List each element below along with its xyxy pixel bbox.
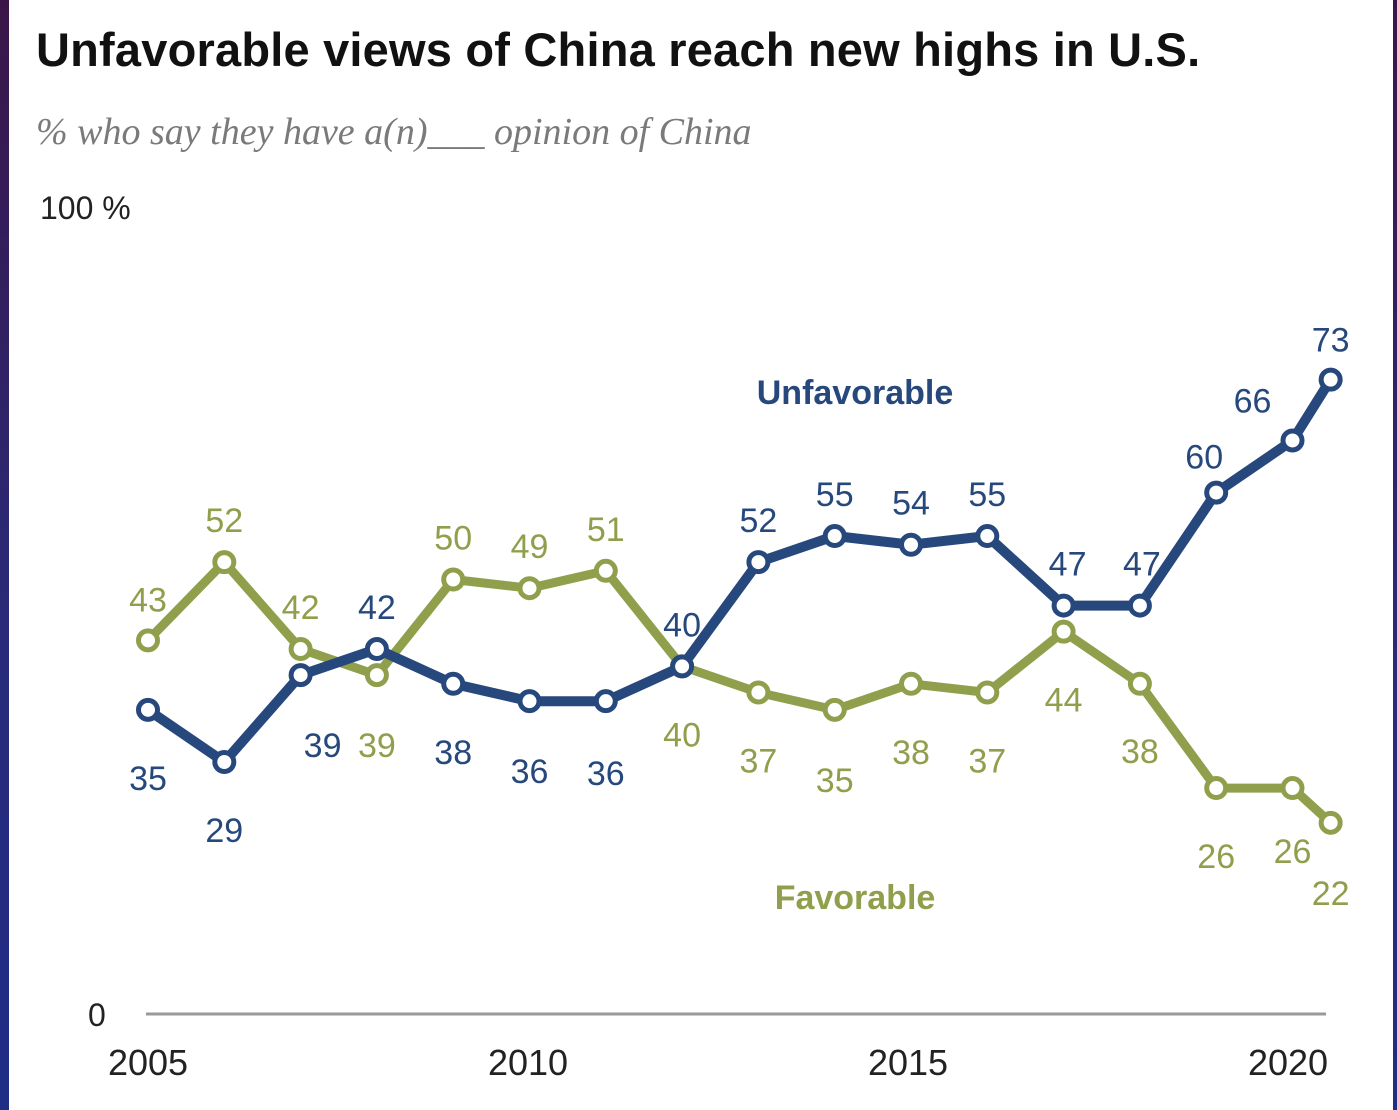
unfavorable-point bbox=[822, 524, 847, 549]
favorable-data-label: 50 bbox=[434, 520, 472, 558]
favorable-point bbox=[1204, 776, 1229, 801]
favorable-point bbox=[1318, 810, 1343, 835]
favorable-point bbox=[212, 550, 237, 575]
unfavorable-point bbox=[1280, 428, 1305, 453]
unfavorable-point bbox=[288, 663, 313, 688]
unfavorable-point bbox=[441, 671, 466, 696]
frame-left-border bbox=[0, 0, 9, 1110]
unfavorable-series bbox=[136, 367, 1343, 774]
favorable-data-label: 22 bbox=[1312, 875, 1350, 913]
x-tick-label: 2020 bbox=[1248, 1042, 1328, 1083]
unfavorable-data-label: 54 bbox=[892, 485, 930, 523]
unfavorable-point bbox=[746, 550, 771, 575]
y-tick-label: 100 % bbox=[40, 190, 131, 226]
favorable-data-label: 35 bbox=[816, 762, 854, 800]
favorable-data-label: 52 bbox=[205, 502, 243, 540]
unfavorable-data-label: 42 bbox=[358, 589, 396, 627]
favorable-point bbox=[593, 558, 618, 583]
favorable-data-label: 43 bbox=[129, 581, 167, 619]
favorable-point bbox=[746, 680, 771, 705]
unfavorable-point bbox=[212, 749, 237, 774]
favorable-point bbox=[136, 628, 160, 653]
chart-title: Unfavorable views of China reach new hig… bbox=[36, 23, 1201, 76]
favorable-point bbox=[899, 671, 923, 696]
unfavorable-data-label: 55 bbox=[816, 476, 854, 514]
unfavorable-data-label: 66 bbox=[1234, 382, 1272, 420]
favorable-data-label: 40 bbox=[663, 716, 701, 754]
favorable-data-label: 37 bbox=[739, 742, 777, 780]
unfavorable-point bbox=[975, 524, 1000, 549]
favorable-point bbox=[364, 663, 389, 688]
unfavorable-point bbox=[1318, 367, 1343, 392]
favorable-series-label: Favorable bbox=[775, 879, 936, 917]
unfavorable-data-label: 29 bbox=[205, 812, 243, 850]
unfavorable-point bbox=[1204, 480, 1229, 505]
favorable-data-label: 49 bbox=[511, 528, 549, 566]
x-tick-label: 2015 bbox=[868, 1042, 948, 1083]
unfavorable-data-label: 36 bbox=[511, 753, 549, 791]
unfavorable-point bbox=[517, 689, 542, 714]
favorable-data-label: 39 bbox=[358, 727, 396, 765]
unfavorable-data-label: 73 bbox=[1312, 322, 1350, 360]
favorable-data-label: 37 bbox=[968, 742, 1006, 780]
unfavorable-series-label: Unfavorable bbox=[757, 374, 954, 412]
unfavorable-data-label: 47 bbox=[1049, 546, 1087, 584]
chart-subtitle: % who say they have a(n)___ opinion of C… bbox=[36, 111, 752, 153]
favorable-point bbox=[288, 637, 313, 662]
x-tick-label: 2005 bbox=[108, 1042, 188, 1083]
unfavorable-point bbox=[364, 637, 389, 662]
x-tick-label: 2010 bbox=[488, 1042, 568, 1083]
unfavorable-data-label: 52 bbox=[739, 502, 777, 540]
unfavorable-point bbox=[1051, 593, 1076, 618]
unfavorable-point bbox=[1127, 593, 1152, 618]
favorable-point bbox=[441, 567, 466, 592]
favorable-point bbox=[1280, 776, 1305, 801]
favorable-data-label: 26 bbox=[1197, 838, 1235, 876]
favorable-line bbox=[143, 557, 1336, 828]
unfavorable-point bbox=[670, 654, 695, 679]
favorable-data-label: 38 bbox=[1121, 733, 1159, 771]
favorable-point bbox=[975, 680, 1000, 705]
favorable-point bbox=[822, 697, 847, 722]
frame-right-border bbox=[1393, 0, 1397, 1110]
favorable-data-label: 42 bbox=[282, 589, 320, 627]
unfavorable-data-label: 60 bbox=[1185, 439, 1223, 477]
unfavorable-point bbox=[593, 689, 618, 714]
unfavorable-data-label: 47 bbox=[1123, 546, 1161, 584]
unfavorable-data-label: 55 bbox=[968, 476, 1006, 514]
favorable-data-label: 26 bbox=[1274, 833, 1312, 871]
unfavorable-data-label: 39 bbox=[304, 727, 342, 765]
unfavorable-data-label: 36 bbox=[587, 755, 625, 793]
unfavorable-data-label: 38 bbox=[434, 734, 472, 772]
favorable-data-label: 38 bbox=[892, 734, 930, 772]
favorable-point bbox=[1051, 619, 1076, 644]
unfavorable-data-label: 40 bbox=[663, 606, 701, 644]
favorable-data-label: 51 bbox=[587, 511, 625, 549]
unfavorable-point bbox=[136, 697, 160, 722]
unfavorable-data-label: 35 bbox=[129, 760, 167, 798]
favorable-data-label: 44 bbox=[1045, 682, 1083, 720]
favorable-point bbox=[1127, 671, 1152, 696]
unfavorable-point bbox=[899, 532, 923, 557]
y-tick-label: 0 bbox=[88, 997, 106, 1033]
favorable-point bbox=[517, 576, 542, 601]
